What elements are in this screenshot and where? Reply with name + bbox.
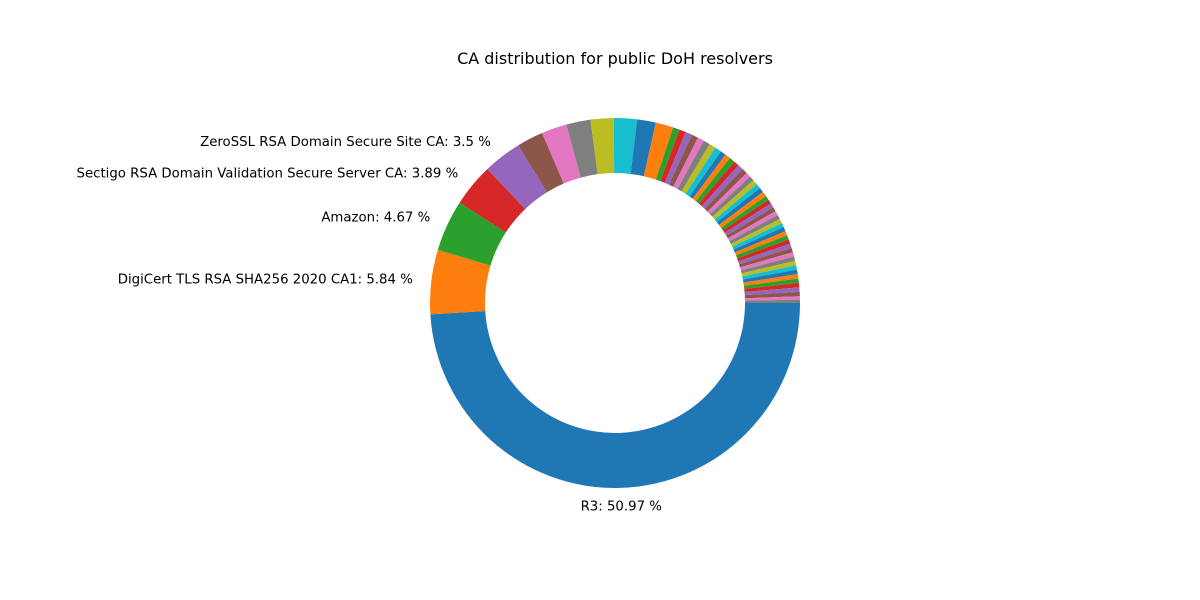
donut-slice — [735, 235, 789, 259]
donut-slice — [733, 227, 786, 253]
donut-slice — [518, 132, 564, 193]
donut-slice — [744, 291, 800, 299]
donut-slice — [459, 169, 526, 233]
donut-slice — [673, 137, 704, 189]
donut-slice — [740, 256, 796, 274]
slice-label: R3: 50.97 % — [581, 499, 662, 514]
donut-slice — [740, 252, 795, 271]
donut-slice — [677, 140, 710, 192]
donut-slice — [726, 207, 776, 239]
donut-slice — [704, 169, 747, 212]
donut-slice — [709, 176, 754, 217]
donut-slice — [613, 118, 638, 174]
donut-slice — [681, 144, 716, 194]
donut-slice — [721, 196, 769, 231]
donut-slice — [743, 278, 799, 289]
donut-slice — [738, 243, 792, 265]
slice-label: DigiCert TLS RSA SHA256 2020 CA1: 5.84 % — [118, 273, 413, 288]
donut-slice — [685, 147, 721, 197]
donut-slice — [655, 127, 680, 182]
donut-slice — [734, 231, 788, 256]
donut-slice — [643, 122, 674, 180]
donut-slice — [714, 184, 760, 223]
chart-title: CA distribution for public DoH resolvers — [457, 49, 773, 68]
donut-slice — [718, 191, 766, 228]
donut-slice — [660, 129, 686, 183]
donut-slice — [695, 158, 735, 204]
donut-slice — [712, 180, 757, 220]
donut-slice — [566, 119, 598, 178]
donut-slice — [716, 188, 763, 225]
donut-slice — [630, 119, 656, 177]
donut-slice — [744, 282, 800, 293]
donut-slice — [664, 132, 692, 185]
donut-slice — [437, 202, 506, 266]
donut-slice — [707, 172, 751, 215]
donut-slice — [722, 199, 771, 234]
donut-slice — [430, 303, 800, 489]
donut-slice — [744, 287, 800, 296]
donut-slice — [590, 118, 615, 175]
donut-slice — [729, 215, 780, 244]
donut-slice — [692, 154, 730, 202]
donut-slice — [542, 124, 581, 184]
donut-slice — [701, 165, 743, 209]
donut-slice — [669, 134, 698, 187]
donut-slice — [739, 247, 793, 268]
donut-slice — [737, 239, 791, 262]
donut-slice — [732, 222, 784, 250]
slice-labels: R3: 50.97 % DigiCert TLS RSA SHA256 2020 … — [77, 135, 662, 515]
donut-slice — [730, 218, 782, 247]
slice-label: ZeroSSL RSA Domain Secure Site CA: 3.5 % — [200, 135, 491, 150]
donut-slice — [724, 203, 774, 236]
donut-slice — [727, 211, 778, 242]
donut-slices — [430, 118, 800, 489]
donut-slice — [430, 249, 491, 315]
donut-slice — [743, 274, 799, 286]
donut-slice — [742, 269, 798, 283]
donut-slice — [689, 151, 726, 199]
slice-label: Amazon: 4.67 % — [321, 211, 430, 226]
donut-slice — [487, 145, 548, 209]
donut-slice — [744, 296, 800, 301]
slice-label: Sectigo RSA Domain Validation Secure Ser… — [77, 166, 459, 181]
donut-slice — [744, 299, 800, 303]
donut-slice — [741, 260, 797, 277]
donut-slice — [698, 161, 739, 207]
donut-slice — [742, 265, 797, 280]
